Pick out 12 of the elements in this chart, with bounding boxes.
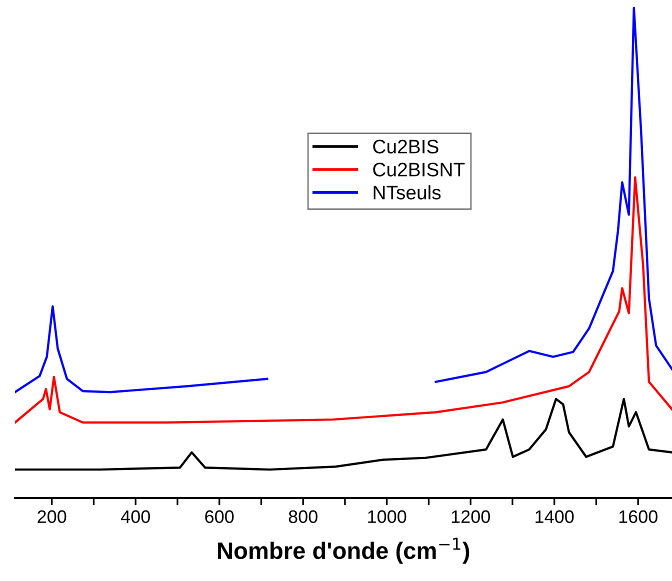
legend-label: NTseuls bbox=[374, 185, 441, 200]
x-tick-label: 200 bbox=[38, 510, 66, 524]
x-tick-label: 600 bbox=[205, 510, 234, 524]
x-tick-label: 1000 bbox=[368, 510, 406, 524]
x-tick-label: 1400 bbox=[536, 510, 574, 524]
x-tick-label: 1200 bbox=[452, 510, 490, 524]
legend-label: Cu2BISNT bbox=[373, 162, 465, 176]
x-tick-label: 800 bbox=[288, 510, 318, 524]
legend-label: Cu2BIS bbox=[373, 140, 438, 154]
x-axis-title: Nombre d'onde (cm$^{−1}$) bbox=[218, 538, 470, 564]
x-tick-label: 1600 bbox=[619, 510, 658, 524]
x-tick-label: 400 bbox=[120, 510, 150, 524]
